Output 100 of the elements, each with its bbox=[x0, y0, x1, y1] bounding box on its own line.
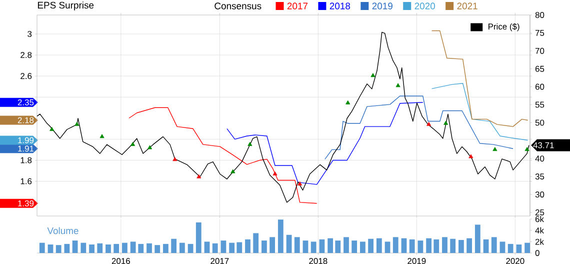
line-series bbox=[128, 107, 318, 204]
bar bbox=[401, 238, 407, 253]
line-series bbox=[226, 102, 424, 185]
bar bbox=[458, 240, 464, 253]
bar bbox=[418, 240, 424, 253]
legend-label: 2021 bbox=[457, 2, 478, 10]
bar bbox=[376, 238, 382, 253]
y-tick-label: 2.18 bbox=[18, 117, 34, 124]
point bbox=[50, 126, 54, 131]
bar bbox=[97, 243, 103, 253]
point bbox=[196, 174, 202, 178]
y2-tick-label: 4k bbox=[535, 227, 544, 234]
x-tick-label: 2020 bbox=[506, 258, 524, 264]
point bbox=[248, 142, 252, 146]
legend-title: Consensus bbox=[214, 2, 262, 10]
y2-tick-label: 35 bbox=[535, 174, 544, 180]
bar bbox=[450, 238, 456, 253]
bar bbox=[352, 240, 358, 253]
bar bbox=[122, 242, 128, 253]
bar bbox=[106, 244, 111, 253]
bar bbox=[179, 242, 185, 253]
point bbox=[272, 171, 278, 176]
legend-label: Price ($) bbox=[488, 23, 520, 32]
y-tick-label: 3 bbox=[28, 30, 32, 37]
chart-title: EPS Surprise bbox=[38, 2, 94, 10]
bar bbox=[466, 238, 472, 253]
bar bbox=[500, 242, 506, 253]
y-tick-label: 1.99 bbox=[18, 137, 34, 144]
y-tick-label: 2.6 bbox=[20, 73, 32, 80]
bar bbox=[154, 245, 160, 253]
bar bbox=[294, 237, 300, 253]
x-tick-label: 2017 bbox=[210, 258, 229, 264]
point bbox=[100, 134, 104, 138]
x-tick-label: 2018 bbox=[309, 258, 328, 264]
point bbox=[444, 120, 448, 125]
point bbox=[346, 100, 350, 104]
line-series bbox=[431, 83, 528, 141]
bar bbox=[310, 242, 316, 253]
y2-tick-label: 55 bbox=[535, 102, 544, 108]
point bbox=[130, 142, 136, 146]
y2-tick-label: 6k bbox=[535, 216, 544, 222]
legend-label: 2018 bbox=[330, 2, 350, 10]
bar bbox=[89, 244, 94, 253]
bar bbox=[130, 242, 136, 253]
y-tick-label: 1.39 bbox=[18, 200, 34, 206]
bar bbox=[114, 244, 120, 253]
bar bbox=[392, 237, 398, 253]
y2-tick-label: 40 bbox=[535, 156, 544, 162]
line-series bbox=[431, 30, 528, 127]
line-series bbox=[324, 96, 514, 160]
bar bbox=[302, 240, 308, 253]
bar bbox=[474, 224, 480, 253]
bar bbox=[253, 233, 259, 253]
bar bbox=[270, 237, 276, 253]
point bbox=[370, 73, 376, 78]
bar bbox=[286, 234, 292, 253]
bar bbox=[516, 244, 522, 253]
bar bbox=[171, 238, 177, 253]
legend-label: 2017 bbox=[287, 2, 308, 10]
bar bbox=[163, 244, 168, 253]
bar bbox=[212, 243, 218, 253]
legend-label: 2019 bbox=[372, 2, 392, 10]
point bbox=[148, 145, 152, 150]
bar bbox=[278, 220, 284, 253]
legend-label: 2020 bbox=[414, 2, 435, 10]
point bbox=[172, 157, 178, 162]
y2-tick-label: 2k bbox=[535, 238, 544, 245]
y2-tick-label: 50 bbox=[535, 120, 544, 126]
bar bbox=[56, 245, 62, 253]
bar bbox=[368, 238, 374, 253]
y-tick-label: 2.8 bbox=[20, 52, 32, 58]
bar bbox=[204, 242, 210, 253]
y2-tick-label: 25 bbox=[535, 209, 544, 216]
bar bbox=[426, 238, 432, 253]
bar bbox=[236, 242, 242, 253]
bar bbox=[196, 222, 202, 253]
bar bbox=[409, 239, 415, 253]
bar bbox=[229, 242, 235, 253]
y2-tick-label: 60 bbox=[535, 84, 544, 90]
bar bbox=[442, 237, 448, 253]
y-tick-label: 1.8 bbox=[20, 157, 32, 164]
y2-tick-label: 65 bbox=[535, 66, 544, 72]
point bbox=[396, 83, 400, 88]
text: Volume bbox=[47, 227, 78, 234]
y2-tick-label: 75 bbox=[535, 30, 544, 36]
y-tick-label: 1.91 bbox=[18, 146, 34, 152]
y-tick-label: 1.6 bbox=[20, 178, 32, 184]
bar bbox=[508, 244, 514, 253]
point bbox=[492, 147, 498, 151]
point bbox=[426, 122, 432, 126]
bar bbox=[220, 240, 226, 253]
x-tick-label: 2016 bbox=[112, 258, 130, 264]
bar bbox=[335, 240, 341, 253]
bar bbox=[344, 237, 349, 253]
point bbox=[298, 181, 302, 186]
point bbox=[524, 147, 530, 151]
point bbox=[74, 122, 80, 126]
bar bbox=[524, 242, 530, 253]
bar bbox=[64, 244, 70, 253]
bar bbox=[72, 240, 78, 253]
